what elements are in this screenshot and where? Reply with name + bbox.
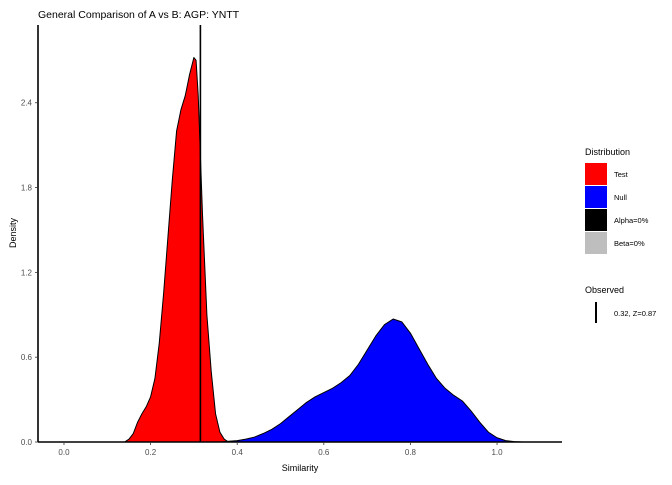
y-axis-title: Density bbox=[8, 217, 18, 248]
y-tick-label: 1.8 bbox=[21, 184, 33, 193]
y-tick-label: 1.2 bbox=[21, 268, 33, 277]
legend-label: Alpha=0% bbox=[614, 216, 649, 225]
legend-swatch-beta-0 bbox=[585, 232, 607, 254]
chart-title: General Comparison of A vs B: AGP: YNTT bbox=[38, 9, 240, 21]
x-tick-label: 0.6 bbox=[318, 448, 330, 457]
x-tick-label: 0.8 bbox=[405, 448, 417, 457]
legend-entries: Test Null Alpha=0% Beta=0% bbox=[585, 163, 649, 254]
y-tick-label: 2.4 bbox=[21, 99, 33, 108]
legend-swatch-test bbox=[585, 163, 607, 185]
legend-swatch-alpha-0 bbox=[585, 209, 607, 231]
density-area-null bbox=[219, 318, 524, 443]
observed-legend-title: Observed bbox=[585, 285, 624, 295]
x-axis-title: Similarity bbox=[282, 463, 319, 473]
axes bbox=[37, 25, 562, 443]
legend-label: Test bbox=[614, 170, 629, 179]
legend-label: Beta=0% bbox=[614, 239, 645, 248]
axis-ticks: 0.0 0.2 0.4 0.6 0.8 1.0 0.0 0.6 1.2 1.8 2.4 bbox=[21, 99, 503, 457]
legend-label: Null bbox=[614, 193, 627, 202]
x-tick-label: 0.0 bbox=[58, 448, 70, 457]
density-area-test bbox=[124, 57, 230, 443]
x-tick-label: 0.2 bbox=[145, 448, 157, 457]
plot-area bbox=[124, 25, 524, 443]
observed-legend-label: 0.32, Z=0.87 bbox=[614, 309, 656, 318]
y-tick-label: 0.0 bbox=[21, 438, 33, 447]
legend: Distribution Test Null Alpha=0% Beta=0% Obs… bbox=[585, 147, 656, 323]
legend-swatch-null bbox=[585, 186, 607, 208]
x-tick-label: 1.0 bbox=[491, 448, 503, 457]
x-tick-label: 0.4 bbox=[232, 448, 244, 457]
y-tick-label: 0.6 bbox=[21, 353, 33, 362]
legend-title: Distribution bbox=[585, 147, 630, 157]
